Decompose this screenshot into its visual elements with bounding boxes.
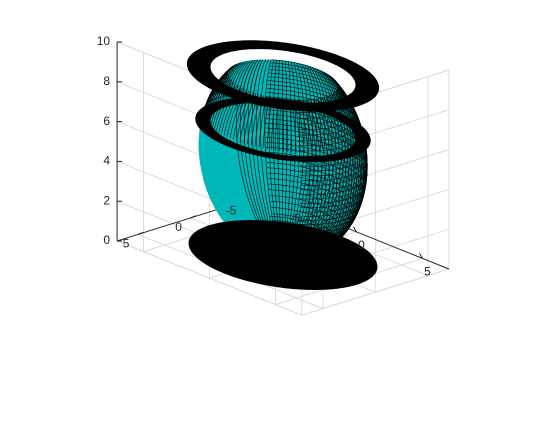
mesh-longitude [289, 62, 301, 237]
mesh-longitude [291, 63, 305, 237]
mesh-longitude [277, 60, 282, 236]
mesh-inner-longitude [249, 59, 261, 95]
mesh-longitude [292, 63, 309, 238]
bowl-surface [186, 40, 380, 290]
rim-ring [186, 40, 380, 112]
mesh-longitude [303, 69, 336, 241]
z-tick-label: 0 [103, 233, 110, 247]
y-tick-label: -5 [226, 204, 237, 218]
mesh-longitude [268, 59, 278, 236]
mesh-longitude [297, 65, 321, 239]
rim-ring [195, 97, 371, 163]
mesh-latitude [269, 216, 334, 255]
base-disk [188, 220, 378, 290]
mesh-longitude [284, 61, 288, 236]
mesh-longitude [294, 64, 313, 238]
mesh-inner-longitude [235, 60, 251, 96]
x-tick-label: 0 [358, 238, 365, 252]
mesh-longitude [295, 64, 317, 239]
y-tick-mark [190, 215, 196, 219]
y-tick-label: 0 [175, 220, 182, 234]
mesh-longitude [299, 66, 325, 240]
z-tick-label: 8 [103, 74, 110, 88]
mesh-inner-longitude [242, 59, 256, 95]
mesh-inner-longitude [238, 60, 253, 96]
mesh-longitude [300, 67, 329, 240]
mesh-inner-longitude [253, 59, 264, 95]
y-tick-label: 5 [123, 237, 130, 251]
x-tick-mark [353, 226, 357, 233]
x-tick-label: 5 [424, 265, 431, 279]
mesh-longitude [304, 69, 340, 242]
z-tick-label: 2 [103, 193, 110, 207]
z-tick-label: 6 [103, 114, 110, 128]
x-tick-label: -5 [290, 212, 301, 226]
mesh-longitude [273, 60, 280, 236]
y-tick-mark [137, 231, 144, 235]
z-tick-label: 10 [97, 34, 111, 48]
mesh-inner-longitude [215, 63, 238, 101]
mesh-inner-longitude [245, 59, 258, 95]
mesh-longitude [264, 59, 277, 235]
x-tick-mark [419, 253, 423, 259]
z-tick-label: 4 [103, 154, 110, 168]
mesh-longitude [301, 68, 333, 241]
